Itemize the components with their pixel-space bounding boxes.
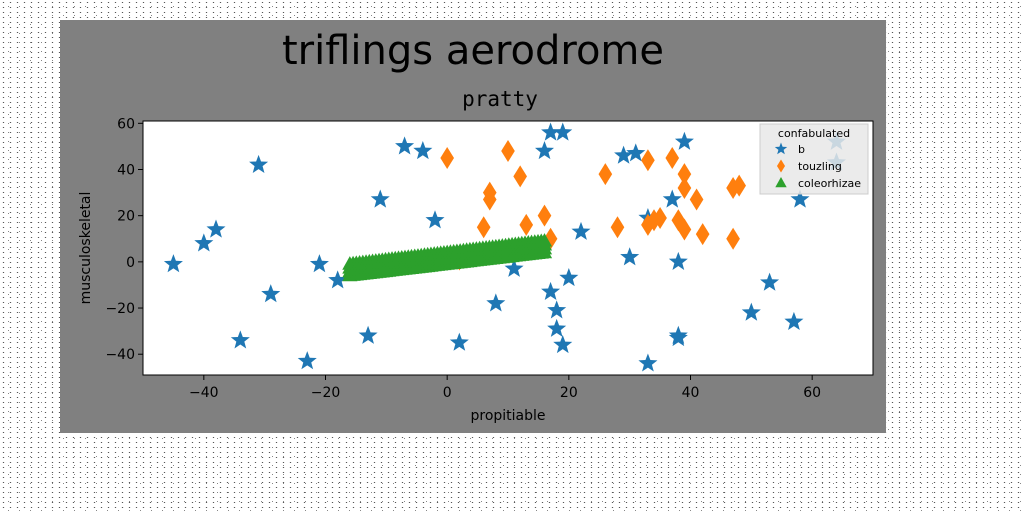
data-point xyxy=(784,311,804,330)
data-point xyxy=(449,332,469,351)
y-axis-label: musculoskeletal xyxy=(78,192,94,305)
data-point xyxy=(163,254,183,273)
data-point xyxy=(501,140,515,163)
chart-title: triflings aerodrome xyxy=(282,28,664,74)
x-tick-label: 40 xyxy=(682,385,700,401)
data-marks xyxy=(163,122,847,372)
data-point xyxy=(249,154,269,173)
legend-box xyxy=(759,123,869,195)
y-tick-label: 20 xyxy=(117,209,135,225)
y-tick-label: 60 xyxy=(117,116,135,132)
legend-label: coleorhizae xyxy=(798,177,861,190)
data-point xyxy=(553,122,573,141)
data-point xyxy=(641,149,655,172)
data-point xyxy=(610,216,625,239)
data-point xyxy=(665,146,680,169)
legend-marker xyxy=(774,142,788,155)
data-point xyxy=(626,143,646,162)
x-tick-label: −40 xyxy=(189,385,219,401)
data-point xyxy=(547,300,567,319)
data-point xyxy=(571,221,591,240)
data-point xyxy=(559,268,579,287)
y-tick-label: 0 xyxy=(126,255,135,271)
data-point xyxy=(668,328,688,347)
scatter-chart: triflings aerodrome pratty −40 −20 0 20 40 60… xyxy=(78,28,874,424)
data-point xyxy=(677,163,692,186)
data-point xyxy=(370,189,390,208)
axis-ticks: −40 −20 0 20 40 60 −40 −20 0 20 40 60 xyxy=(105,116,821,401)
y-tick-label: 40 xyxy=(117,162,135,178)
data-point xyxy=(598,163,613,186)
x-tick-label: 20 xyxy=(560,385,578,401)
x-tick-label: 0 xyxy=(443,385,452,401)
data-point xyxy=(614,145,634,164)
legend-label: b xyxy=(798,143,805,156)
data-point xyxy=(534,141,555,160)
data-point xyxy=(677,176,692,199)
legend-marker xyxy=(775,177,787,188)
data-point xyxy=(413,141,433,160)
data-point xyxy=(732,174,746,197)
data-point xyxy=(553,334,573,354)
data-point xyxy=(194,233,214,252)
data-point xyxy=(482,181,497,204)
data-point xyxy=(695,223,710,246)
data-point xyxy=(647,209,661,232)
data-point xyxy=(620,247,640,266)
data-point xyxy=(547,318,567,337)
legend-entries: b touzling coleorhizae xyxy=(774,142,861,190)
data-point xyxy=(230,330,250,349)
data-point xyxy=(668,251,688,270)
data-point xyxy=(689,188,704,211)
data-point xyxy=(486,293,506,312)
x-tick-label: 60 xyxy=(803,385,821,401)
data-point xyxy=(297,351,317,370)
data-point xyxy=(653,206,667,229)
data-point xyxy=(662,189,682,208)
data-point xyxy=(543,227,558,250)
data-point xyxy=(677,218,692,241)
data-point xyxy=(328,270,348,289)
legend: confabulated b touzling coleorhizae xyxy=(759,123,869,195)
data-point xyxy=(541,122,561,141)
x-tick-label: −20 xyxy=(311,385,341,401)
data-point xyxy=(741,302,761,321)
data-point xyxy=(541,281,561,300)
y-tick-label: −40 xyxy=(105,347,135,363)
data-point xyxy=(425,210,445,229)
data-point xyxy=(395,136,415,155)
y-tick-label: −20 xyxy=(105,301,135,317)
series-coleorhizae xyxy=(342,233,553,282)
x-axis-label: propitiable xyxy=(470,408,545,424)
chart-figure: triflings aerodrome pratty −40 −20 0 20 40 60… xyxy=(60,20,886,433)
data-point xyxy=(536,233,553,247)
legend-title: confabulated xyxy=(778,127,850,140)
data-point xyxy=(206,219,226,238)
data-point xyxy=(760,272,780,291)
data-point xyxy=(726,227,740,250)
data-point xyxy=(476,216,491,239)
chart-subtitle: pratty xyxy=(462,87,538,111)
data-point xyxy=(513,165,527,188)
data-point xyxy=(261,284,281,303)
data-point xyxy=(309,254,329,273)
data-point xyxy=(674,131,694,150)
data-point xyxy=(358,325,378,344)
legend-label: touzling xyxy=(798,160,842,173)
legend-marker xyxy=(776,159,786,173)
data-point xyxy=(504,258,524,277)
data-point xyxy=(638,353,658,372)
data-point xyxy=(790,189,810,208)
data-point xyxy=(440,146,454,169)
